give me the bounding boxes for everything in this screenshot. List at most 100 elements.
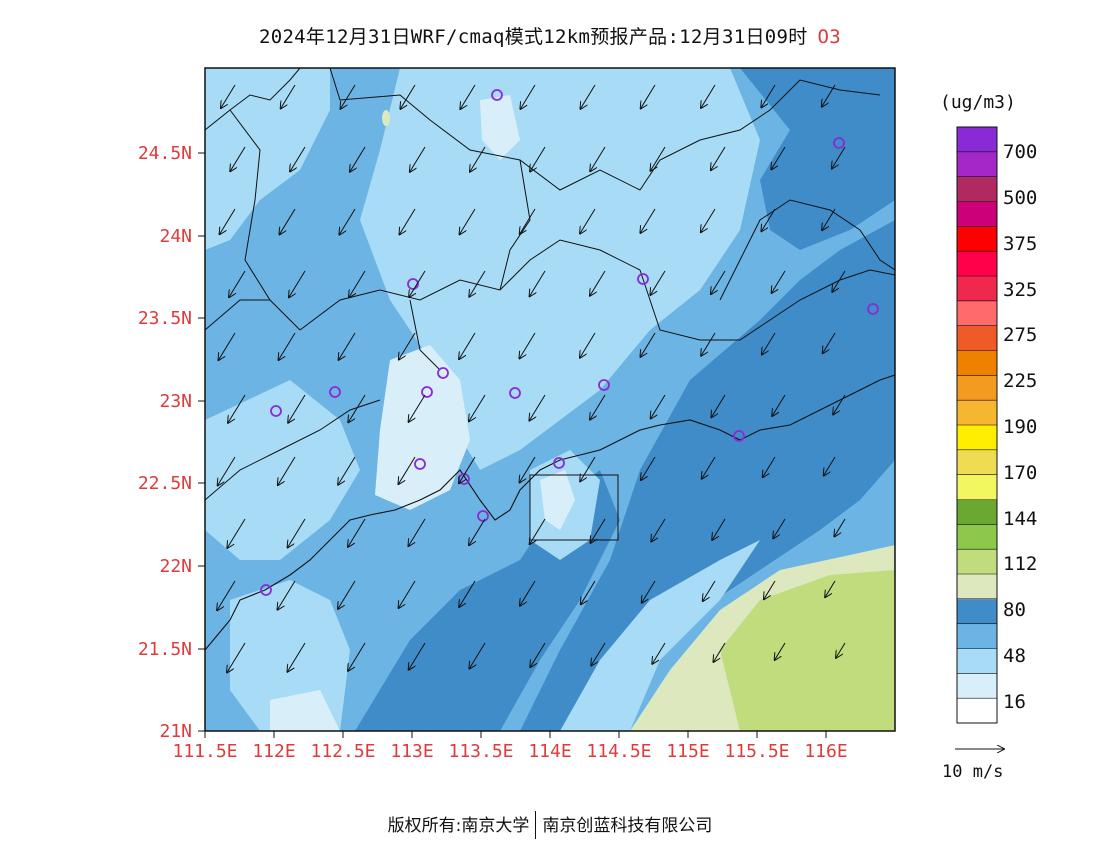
legend-swatch bbox=[957, 350, 997, 376]
wind-arrow bbox=[590, 518, 606, 543]
wind-arrow bbox=[340, 84, 356, 109]
legend-label: 375 bbox=[1003, 233, 1038, 255]
legend-swatch bbox=[957, 574, 997, 600]
wind-arrow bbox=[409, 270, 426, 297]
wind-arrow bbox=[409, 642, 426, 670]
wind-arrow bbox=[290, 146, 306, 171]
wind-arrow bbox=[703, 580, 716, 601]
wind-arrow bbox=[470, 146, 486, 172]
lon-tick-label: 112.5E bbox=[310, 741, 376, 762]
wind-arrow bbox=[410, 146, 426, 172]
field-112-144 bbox=[720, 570, 895, 731]
wind-arrow bbox=[590, 146, 606, 171]
lat-tick-label: 21N bbox=[159, 721, 192, 742]
wind-arrow bbox=[834, 518, 846, 536]
field-hotspot bbox=[382, 110, 390, 126]
wind-arrow bbox=[530, 270, 546, 296]
wind-arrow bbox=[641, 456, 656, 480]
wind-arrow bbox=[218, 456, 236, 485]
wind-arrow bbox=[218, 332, 236, 360]
field-lightest-north bbox=[480, 95, 520, 160]
wind-arrow bbox=[775, 642, 786, 660]
title-text: 2024年12月31日WRF/cmaq模式12km预报产品:12月31日09时 bbox=[258, 26, 808, 48]
lon-tick-label: 114.5E bbox=[586, 741, 652, 762]
legend-label: 700 bbox=[1003, 141, 1038, 163]
legend-label: 500 bbox=[1003, 187, 1038, 209]
wind-arrow bbox=[642, 580, 656, 603]
wind-arrow bbox=[287, 642, 306, 672]
wind-arrow bbox=[761, 208, 776, 231]
wind-arrow bbox=[701, 84, 716, 108]
wind-arrow bbox=[519, 332, 536, 358]
wind-arrow bbox=[702, 456, 716, 479]
wind-arrow bbox=[459, 456, 476, 483]
wind-arrow bbox=[640, 332, 656, 357]
legend-label: 325 bbox=[1003, 279, 1038, 301]
lon-tick-label: 115.5E bbox=[724, 741, 790, 762]
wind-arrow bbox=[641, 84, 656, 108]
field-light-nw bbox=[205, 68, 330, 250]
admin-boundaries bbox=[205, 68, 895, 501]
wind-arrow bbox=[580, 456, 596, 481]
wind-arrow bbox=[400, 84, 416, 109]
legend-swatch bbox=[957, 127, 997, 153]
wind-arrow bbox=[580, 84, 596, 109]
wind-arrow bbox=[825, 580, 836, 597]
wind-arrow bbox=[824, 456, 836, 476]
wind-arrow bbox=[348, 518, 366, 547]
chart-title: 2024年12月31日WRF/cmaq模式12km预报产品:12月31日09时 O… bbox=[0, 22, 1100, 49]
wind-arrow bbox=[459, 332, 476, 359]
legend-label: 275 bbox=[1003, 324, 1038, 346]
wind-arrow bbox=[338, 456, 356, 485]
wind-arrow bbox=[288, 518, 306, 547]
wind-arrow bbox=[460, 84, 476, 109]
wind-arrow bbox=[529, 394, 546, 421]
wind-arrow bbox=[469, 518, 486, 545]
wind-arrow bbox=[220, 208, 236, 234]
wind-arrow bbox=[348, 394, 366, 422]
wind-arrow bbox=[398, 456, 416, 484]
field-light-sea-stripe bbox=[560, 540, 760, 731]
wind-arrow bbox=[228, 394, 246, 423]
wind-reference-label: 10 m/s bbox=[942, 762, 1004, 782]
legend-swatch bbox=[957, 425, 997, 451]
legend-swatch bbox=[957, 549, 997, 575]
wind-arrow bbox=[339, 208, 356, 235]
field-lightest-sw bbox=[270, 690, 340, 731]
wind-arrow bbox=[281, 84, 296, 108]
wind-arrow bbox=[701, 332, 716, 356]
wind-arrow bbox=[651, 394, 666, 419]
legend-swatch bbox=[957, 325, 997, 351]
field-light-north bbox=[360, 68, 760, 470]
legend-swatch bbox=[957, 648, 997, 674]
legend-label: 144 bbox=[1003, 508, 1038, 530]
axis-ticks bbox=[198, 152, 827, 738]
legend-swatch bbox=[957, 151, 997, 178]
field-lightest-hk bbox=[540, 470, 575, 530]
wind-arrow bbox=[217, 580, 236, 610]
wind-arrow bbox=[580, 208, 596, 234]
legend-swatch bbox=[957, 623, 997, 649]
legend-swatch bbox=[957, 251, 997, 277]
wind-arrow bbox=[349, 270, 366, 297]
wind-arrow bbox=[460, 208, 476, 234]
wind-arrow bbox=[350, 146, 366, 172]
wind-arrow bbox=[591, 642, 606, 666]
wind-arrow bbox=[580, 332, 596, 358]
legend-swatch bbox=[957, 300, 997, 327]
legend-swatch bbox=[957, 524, 997, 550]
wind-arrow bbox=[711, 270, 726, 294]
wind-arrow bbox=[822, 208, 836, 230]
wind-arrow bbox=[221, 84, 236, 108]
wind-arrow bbox=[773, 518, 786, 538]
lon-tick-label: 113E bbox=[390, 741, 434, 762]
wind-arrow bbox=[279, 208, 296, 234]
lat-tick-label: 22.5N bbox=[137, 473, 192, 494]
wind-arrow bbox=[409, 394, 426, 422]
lon-tick-label: 116E bbox=[804, 741, 848, 762]
legend-label: 112 bbox=[1003, 553, 1038, 575]
legend-swatch bbox=[957, 176, 997, 202]
wind-arrow bbox=[277, 580, 296, 610]
wind-arrow bbox=[651, 518, 666, 542]
